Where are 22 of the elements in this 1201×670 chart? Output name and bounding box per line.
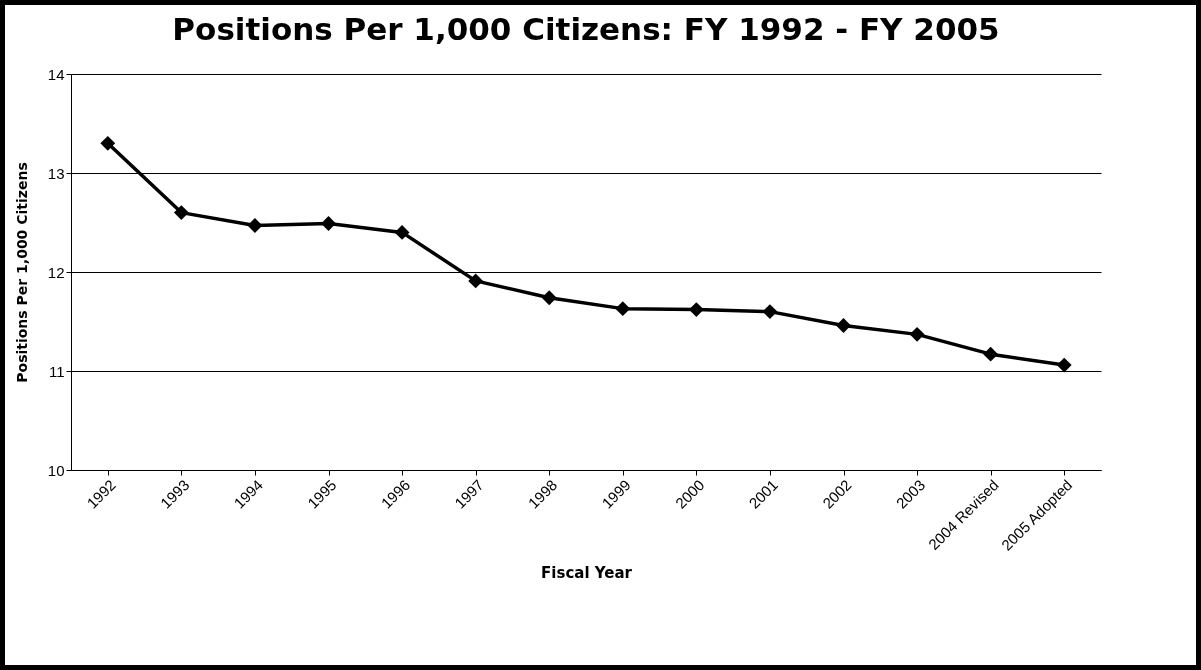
y-tick-label: 10 xyxy=(47,461,65,479)
point xyxy=(394,224,410,240)
y-tick-label: 12 xyxy=(47,263,65,281)
point xyxy=(909,326,925,342)
point xyxy=(541,290,557,306)
point xyxy=(247,218,263,233)
point xyxy=(100,135,116,151)
point xyxy=(615,301,631,317)
y-axis-title: Positions Per 1,000 Citizens xyxy=(13,162,30,383)
point xyxy=(1056,357,1072,373)
point xyxy=(468,273,484,289)
point xyxy=(762,304,778,320)
y-tick-label: 13 xyxy=(47,164,65,182)
point xyxy=(321,216,336,231)
point xyxy=(983,346,999,362)
point xyxy=(173,205,189,221)
point xyxy=(688,302,704,318)
x-axis-title: Fiscal Year xyxy=(541,564,633,583)
chart-title: Positions Per 1,000 Citizens: FY 1992 - FY 2005 xyxy=(172,11,1000,47)
point xyxy=(836,318,851,333)
y-tick-label: 11 xyxy=(48,362,65,380)
y-tick-label: 14 xyxy=(47,65,65,83)
